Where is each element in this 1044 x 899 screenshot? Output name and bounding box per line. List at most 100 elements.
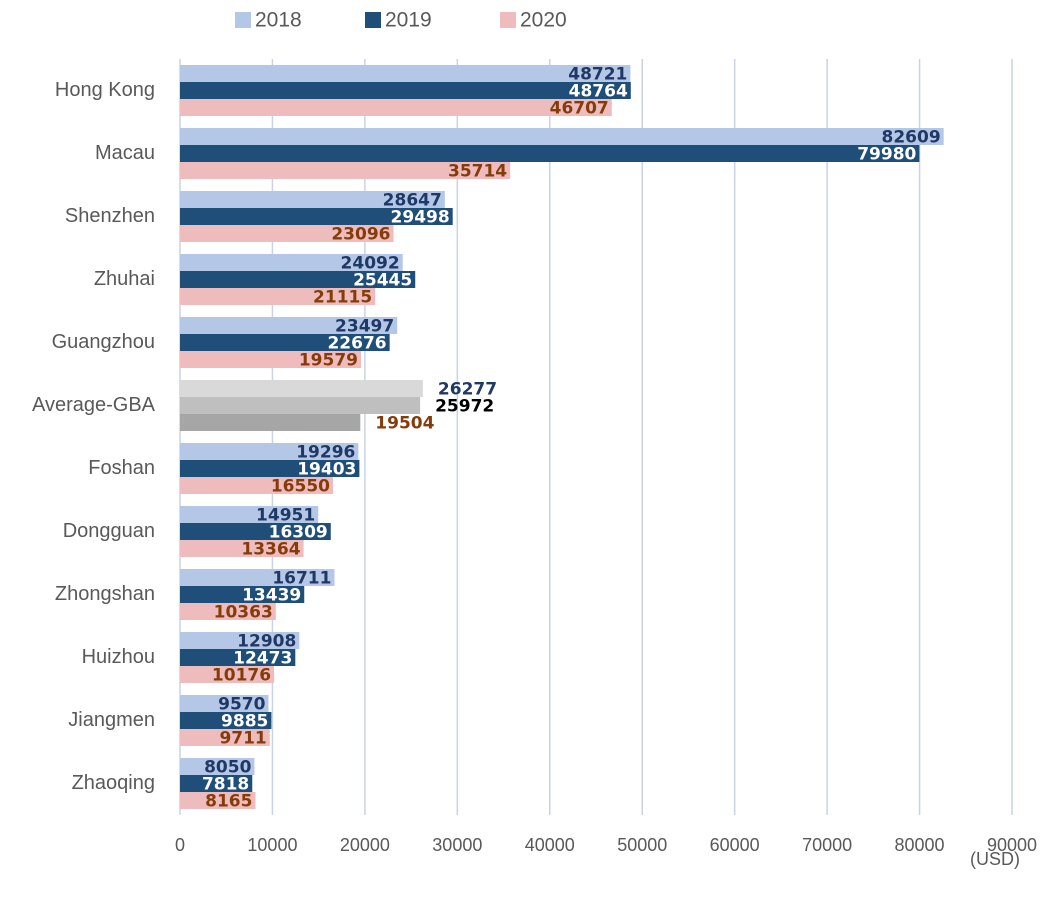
- data-label: 16550: [271, 477, 330, 497]
- bar: [180, 380, 423, 397]
- data-label: 35714: [448, 162, 507, 182]
- x-tick-label: 90000: [987, 835, 1037, 855]
- data-label: 13364: [241, 540, 300, 560]
- data-label: 12473: [233, 649, 292, 669]
- bar: [180, 586, 305, 603]
- legend-swatch: [365, 12, 381, 28]
- data-label: 10176: [212, 666, 271, 686]
- data-label: 14951: [256, 506, 315, 526]
- data-label: 9885: [221, 712, 268, 732]
- data-label: 23096: [331, 225, 390, 245]
- data-label: 8165: [205, 792, 252, 812]
- data-label: 19403: [297, 460, 356, 480]
- data-label: 21115: [313, 288, 372, 308]
- x-tick-label: 80000: [895, 835, 945, 855]
- y-tick-label: Shenzhen: [65, 205, 155, 227]
- legend-label: 2019: [385, 9, 432, 32]
- x-tick-label: 30000: [432, 835, 482, 855]
- data-label: 46707: [550, 99, 609, 119]
- bar: [180, 712, 272, 729]
- y-tick-label: Macau: [95, 142, 155, 164]
- data-label: 82609: [882, 128, 941, 148]
- data-label: 25972: [435, 397, 494, 417]
- data-label: 9570: [218, 695, 265, 715]
- bar: [180, 506, 319, 523]
- data-label: 9711: [219, 729, 266, 749]
- data-label: 25445: [353, 271, 412, 291]
- bar: [180, 317, 398, 334]
- y-tick-label: Zhongshan: [55, 583, 155, 605]
- y-tick-label: Guangzhou: [52, 331, 155, 353]
- legend-swatch: [235, 12, 251, 28]
- bar: [180, 649, 296, 666]
- bar: [180, 758, 255, 775]
- y-tick-label: Huizhou: [82, 646, 155, 668]
- data-label: 8050: [204, 758, 251, 778]
- data-label: 24092: [341, 254, 400, 274]
- data-label: 12908: [237, 632, 296, 652]
- bar: [180, 271, 416, 288]
- data-label: 48764: [569, 82, 628, 102]
- x-tick-label: 0: [175, 835, 185, 855]
- legend-label: 2018: [255, 9, 302, 32]
- data-label: 28647: [383, 191, 442, 211]
- bar: [180, 288, 376, 305]
- data-label: 13439: [242, 586, 301, 606]
- bar: [180, 334, 390, 351]
- bar: [180, 162, 511, 179]
- bar: [180, 145, 920, 162]
- data-label: 10363: [214, 603, 273, 623]
- bar: [180, 632, 300, 649]
- legend-swatch: [500, 12, 516, 28]
- legend-label: 2020: [520, 9, 567, 32]
- y-tick-label: Zhuhai: [94, 268, 155, 290]
- data-label: 19296: [296, 443, 355, 463]
- x-tick-label: 70000: [802, 835, 852, 855]
- bar: [180, 569, 335, 586]
- x-tick-label: 20000: [340, 835, 390, 855]
- y-tick-label: Average-GBA: [32, 394, 156, 416]
- bar: [180, 775, 253, 792]
- x-tick-label: 60000: [710, 835, 760, 855]
- bar: [180, 82, 631, 99]
- data-label: 26277: [438, 380, 497, 400]
- bar: [180, 225, 394, 242]
- bar: [180, 99, 612, 116]
- y-tick-label: Dongguan: [63, 520, 155, 542]
- x-tick-label: 40000: [525, 835, 575, 855]
- data-label: 16309: [269, 523, 328, 543]
- bar: [180, 666, 275, 683]
- bar: [180, 397, 421, 414]
- data-label: 16711: [272, 569, 331, 589]
- data-label: 29498: [391, 208, 450, 228]
- bar: [180, 443, 359, 460]
- bar: [180, 460, 360, 477]
- y-tick-label: Hong Kong: [55, 79, 155, 101]
- bar: [180, 128, 944, 145]
- data-label: 19504: [375, 414, 434, 434]
- bar: [180, 695, 269, 712]
- x-tick-label: 50000: [617, 835, 667, 855]
- y-tick-label: Zhaoqing: [72, 772, 155, 794]
- bar: [180, 603, 276, 620]
- bar: [180, 351, 361, 368]
- bar: [180, 540, 304, 557]
- x-tick-label: 10000: [247, 835, 297, 855]
- bar: [180, 792, 256, 809]
- y-tick-label: Jiangmen: [68, 709, 155, 731]
- bar: [180, 208, 453, 225]
- data-label: 48721: [568, 65, 627, 85]
- bar: [180, 191, 445, 208]
- bar: [180, 523, 331, 540]
- bar: [180, 65, 631, 82]
- bar: [180, 477, 333, 494]
- data-label: 79980: [857, 145, 916, 165]
- data-label: 7818: [202, 775, 249, 795]
- bar: [180, 254, 403, 271]
- y-tick-label: Foshan: [88, 457, 155, 479]
- bar: [180, 414, 361, 431]
- data-label: 19579: [299, 351, 358, 371]
- x-axis-label: (USD): [970, 849, 1020, 869]
- bar: [180, 729, 270, 746]
